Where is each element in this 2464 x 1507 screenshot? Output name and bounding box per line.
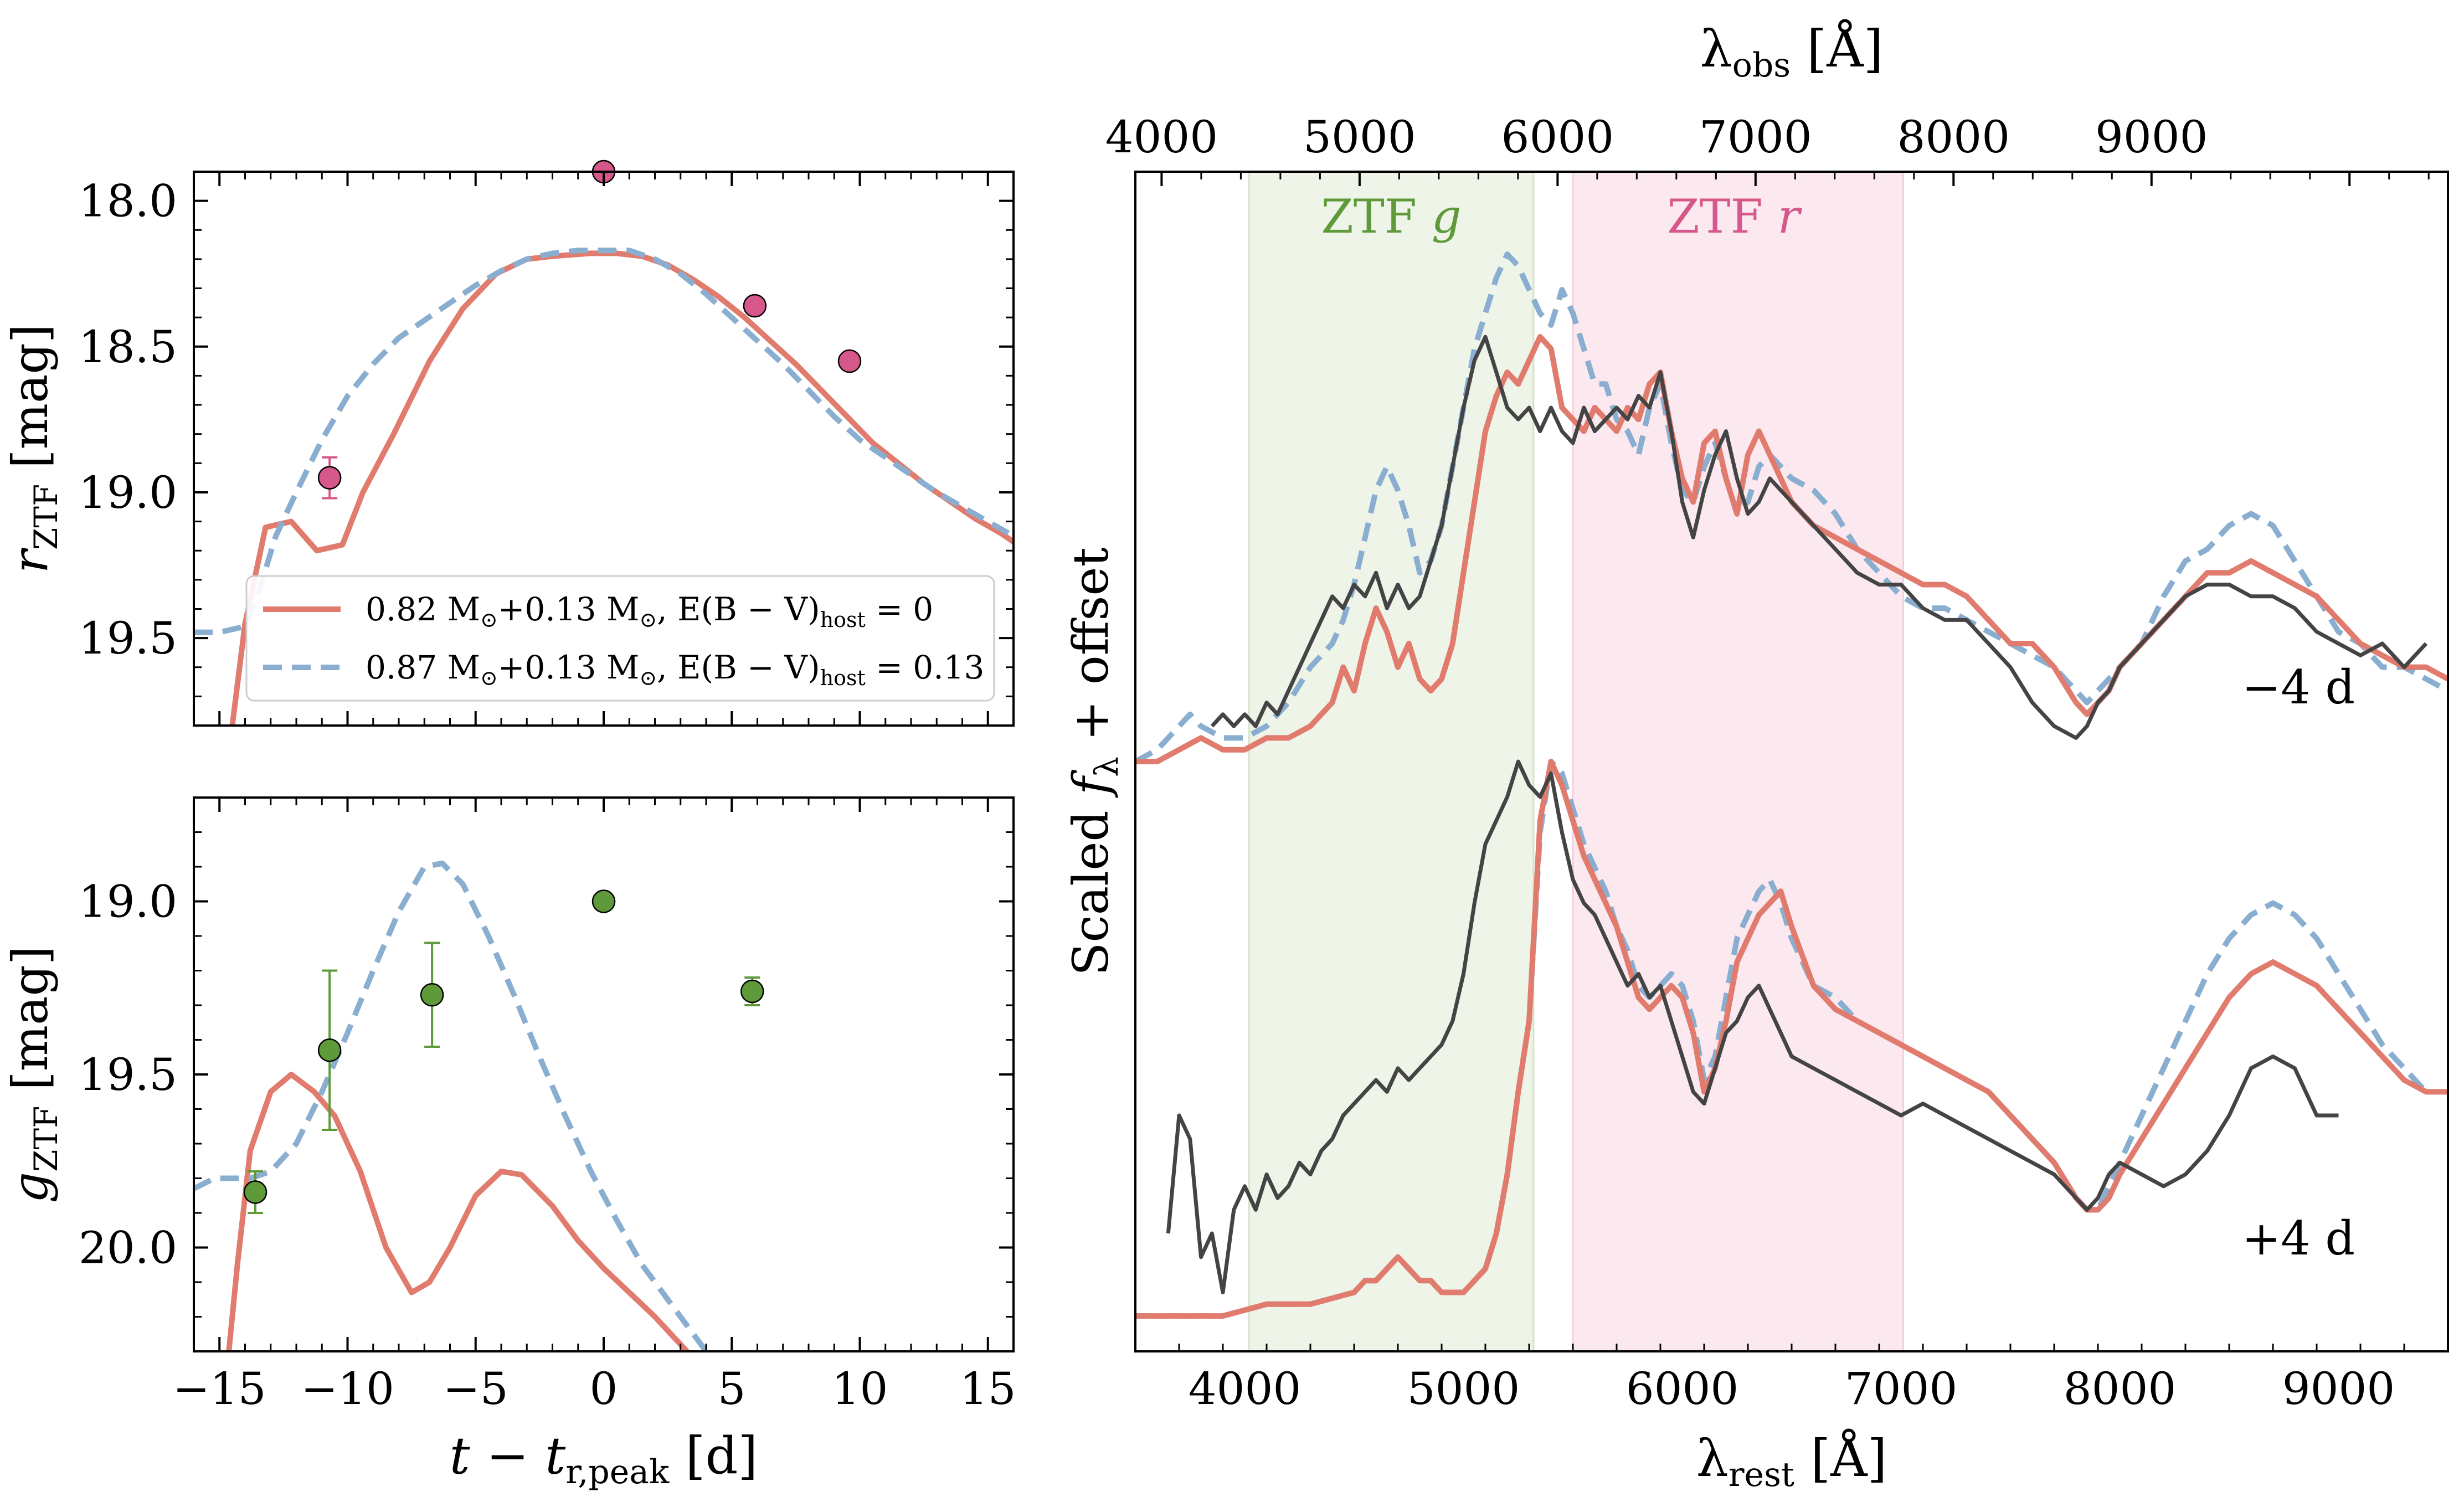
g-y-tick-label: 19.0 [79, 876, 177, 928]
r-ylabel: rZTF [mag] [2, 324, 65, 573]
rest-wavelength-xlabel: λrest [Å] [1696, 1428, 1887, 1494]
r-data-point [743, 294, 767, 318]
g-data-point [591, 889, 616, 913]
spectrum-plus4d-model-dashed [1135, 759, 2448, 1319]
r-data-point [837, 349, 862, 373]
g-x-tick-label: 5 [718, 1363, 746, 1415]
r-data-point [317, 466, 342, 490]
obs-x-tick-label: 7000 [1699, 111, 1812, 163]
g-x-tick-label: −5 [443, 1363, 508, 1415]
obs-x-tick-label: 8000 [1897, 111, 2010, 163]
g-y-tick-label: 20.0 [79, 1222, 177, 1274]
flux-ylabel: Scaled fλ + offset [1062, 547, 1125, 976]
g-ylabel: gZTF [mag] [2, 946, 65, 1203]
rest-x-tick-label: 9000 [2282, 1363, 2395, 1415]
g-model-dashed [194, 860, 709, 1351]
g-x-tick-label: −10 [301, 1363, 394, 1415]
spectra-panel: 4000 5000 6000 7000 8000 9000 4000 5000 6000 7000… [1062, 19, 2449, 1494]
g-data-point [740, 979, 764, 1004]
rest-x-tick-label: 6000 [1626, 1363, 1739, 1415]
g-data-point [420, 983, 444, 1007]
legend: 0.82 M⊙+0.13 M⊙, E(B − V)host = 0 0.87 M… [245, 575, 995, 702]
obs-x-tick-label: 5000 [1303, 111, 1416, 163]
rest-x-tick-label: 5000 [1407, 1363, 1520, 1415]
g-x-tick-label: 0 [590, 1363, 618, 1415]
obs-x-tick-label: 6000 [1501, 111, 1614, 163]
r-model-dashed [194, 248, 1014, 635]
time-xlabel: t − tr,peak [d] [450, 1426, 758, 1491]
obs-x-tick-label: 4000 [1105, 111, 1218, 163]
rest-x-tick-label: 7000 [1845, 1363, 1958, 1415]
band-label-g: ZTF g [1321, 189, 1461, 244]
band-label-r: ZTF r [1667, 189, 1802, 244]
legend-entry-2: 0.87 M⊙+0.13 M⊙, E(B − V)host = 0.13 [366, 649, 984, 690]
spectrum-minus4d-observed [1210, 335, 2428, 740]
rest-x-tick-label: 4000 [1189, 1363, 1302, 1415]
epoch-label-plus4: +4 d [2242, 1211, 2355, 1266]
obs-wavelength-xlabel: λobs [Å] [1700, 19, 1883, 85]
ztf-g-band [1249, 172, 1534, 1351]
ztf-r-band [1573, 172, 1904, 1351]
r-y-tick-label: 18.0 [79, 176, 177, 227]
rest-x-tick-label: 8000 [2064, 1363, 2177, 1415]
g-x-tick-label: 15 [960, 1363, 1016, 1415]
g-lightcurve-panel: −15 −10 −5 0 5 10 15 19.0 19.5 20.0 gZTF [mag] t … [2, 796, 1016, 1491]
r-y-tick-label: 19.5 [79, 613, 177, 664]
g-data-point [317, 1038, 342, 1062]
g-y-tick-label: 19.5 [79, 1049, 177, 1100]
r-y-tick-label: 19.0 [79, 467, 177, 518]
obs-x-tick-label: 9000 [2095, 111, 2208, 163]
spectrum-plus4d-observed [1166, 759, 2339, 1294]
epoch-label-minus4: −4 d [2242, 660, 2355, 714]
r-lightcurve-panel: 18.0 18.5 19.0 19.5 rZTF [mag] 0.82 M⊙+0.13… [2, 160, 1015, 727]
g-model-solid [226, 1072, 691, 1351]
g-data-point [243, 1180, 268, 1204]
g-x-tick-label: 10 [832, 1363, 888, 1415]
r-y-tick-label: 18.5 [79, 321, 177, 373]
g-x-tick-label: −15 [173, 1363, 266, 1415]
legend-entry-1: 0.82 M⊙+0.13 M⊙, E(B − V)host = 0 [366, 590, 933, 632]
